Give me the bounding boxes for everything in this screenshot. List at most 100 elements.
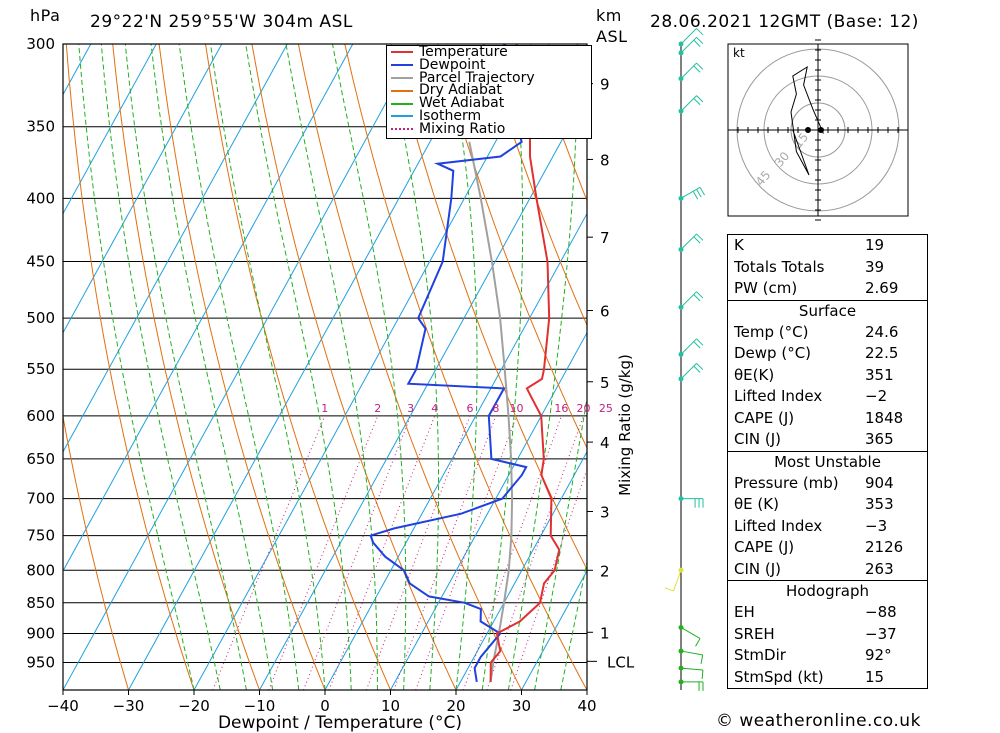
wind-barb-staff — [680, 186, 701, 199]
legend-swatch — [391, 89, 413, 92]
wind-barb-flag — [693, 65, 701, 73]
pressure-tick-label: 750 — [26, 527, 55, 545]
pressure-tick-label: 850 — [26, 594, 55, 612]
hodograph-section: EH −88 SREH −37 StmDir 92° StmSpd (kt) 15 — [728, 602, 927, 688]
index-value: 365 — [865, 430, 894, 448]
index-row: Totals Totals 39 — [728, 257, 927, 279]
plot-frame — [62, 43, 588, 691]
pressure-tick-label: 950 — [26, 653, 55, 671]
isotherm-line — [455, 450, 587, 690]
km-tick-label: 5 — [600, 374, 610, 392]
wind-barb-flag — [664, 587, 674, 592]
index-row: θE(K) 351 — [728, 365, 927, 387]
lcl-label: LCL — [607, 653, 635, 671]
credit-label: © weatheronline.co.uk — [716, 711, 921, 731]
mixing-ratio-label: 3 — [407, 402, 414, 415]
wind-barb-staff — [680, 338, 697, 355]
mixing-ratio-label: 10 — [510, 402, 524, 415]
index-label: PW (cm) — [734, 279, 798, 297]
mixing-ratio-label: 20 — [576, 402, 590, 415]
isotherm-line — [259, 93, 587, 690]
wind-barb-staff — [673, 570, 682, 592]
wind-barb-staff — [680, 62, 697, 79]
isotherm-line — [63, 44, 419, 690]
wind-barb-flag — [696, 233, 704, 241]
legend-label: Mixing Ratio — [419, 120, 506, 137]
pressure-tick-label: 550 — [26, 360, 55, 378]
mixing-ratio-label: 2 — [374, 402, 381, 415]
dry-adiabat-line — [65, 44, 195, 690]
dry-adiabat-line — [390, 44, 587, 571]
wind-barb-flag — [696, 28, 704, 36]
wind-barb-flag — [696, 338, 704, 346]
index-row: K 19 — [728, 235, 927, 257]
x-tick-label: 20 — [446, 697, 465, 715]
pressure-tick-label: 800 — [26, 561, 55, 579]
wet-adiabat-line — [178, 44, 300, 690]
index-row: PW (cm) 2.69 — [728, 278, 927, 300]
x-tick-label: −20 — [178, 697, 210, 715]
parcel-trajectory-line — [468, 141, 514, 683]
isotherm-line — [521, 569, 587, 690]
x-axis-label: Dewpoint / Temperature (°C) — [218, 713, 462, 733]
pressure-tick-label: 500 — [26, 309, 55, 327]
legend-item: Mixing Ratio — [387, 120, 591, 137]
index-row: Lifted Index −3 — [728, 516, 927, 538]
wet-adiabat-line — [447, 44, 478, 690]
surface-title: Surface — [728, 299, 927, 322]
pressure-tick-label: 600 — [26, 407, 55, 425]
index-value: −3 — [865, 516, 888, 535]
index-label: θE (K) — [734, 495, 779, 513]
isotherm-line — [63, 44, 354, 572]
legend-label: Wet Adiabat — [419, 95, 505, 112]
indices-table: K 19 Totals Totals 39 PW (cm) 2.69 Surface Te… — [727, 234, 928, 689]
mixing-ratio-label: 16 — [554, 402, 568, 415]
pressure-unit-label: hPa — [30, 6, 61, 25]
pressure-tick-label: 650 — [26, 450, 55, 468]
km-tick-label: 9 — [600, 76, 610, 94]
wet-adiabat-line — [560, 559, 587, 690]
index-label: K — [734, 236, 744, 254]
wind-barb-staff — [680, 28, 697, 45]
chart-axes: 1 2 3 4 6 8 10 16 20 2530035040045050055060065070… — [26, 35, 634, 715]
surface-section: Temp (°C) 24.6 Dewp (°C) 22.5 θE(K) 351 Lifted… — [728, 322, 927, 451]
index-value: −37 — [865, 624, 897, 643]
dry-adiabat-line — [995, 44, 1000, 690]
isotherm-line — [324, 212, 587, 690]
index-label: Pressure (mb) — [734, 473, 839, 492]
index-value: 39 — [865, 257, 885, 276]
index-label: CIN (J) — [734, 430, 782, 448]
mixing-ratio-line — [303, 415, 412, 690]
isotherm-line — [128, 44, 485, 690]
pressure-tick-label: 700 — [26, 490, 55, 508]
datetime-label: 28.06.2021 12GMT (Base: 12) — [650, 12, 919, 32]
index-value: 1848 — [865, 408, 904, 427]
right-axis-label: Mixing Ratio (g/kg) — [616, 354, 634, 496]
km-tick-label: 1 — [600, 624, 610, 642]
x-tick-label: 10 — [381, 697, 400, 715]
index-value: −88 — [865, 603, 897, 621]
dry-adiabat-line — [344, 44, 587, 690]
legend-label: Dewpoint — [419, 56, 486, 73]
index-label: Lifted Index — [734, 387, 823, 405]
legend-item: Wet Adiabat — [387, 95, 591, 112]
most-unstable-title: Most Unstable — [728, 450, 927, 473]
legend-item: Isotherm — [387, 109, 591, 123]
index-label: CAPE (J) — [734, 408, 795, 427]
isotherm-line — [193, 44, 550, 690]
index-value: 15 — [865, 667, 885, 686]
wet-adiabat-line — [586, 687, 587, 690]
wind-barb-flag — [693, 294, 701, 302]
wet-adiabat-line — [210, 44, 326, 690]
wind-barb-staff — [680, 95, 697, 112]
wet-adiabat-line — [332, 44, 407, 690]
legend-item: Dewpoint — [387, 56, 591, 73]
index-row: CAPE (J) 1848 — [728, 408, 927, 430]
pressure-tick-label: 900 — [26, 624, 55, 642]
legend-swatch — [391, 128, 413, 131]
wind-barb-flag — [693, 341, 701, 349]
index-value: 351 — [865, 365, 894, 384]
km-tick-label: 6 — [600, 303, 610, 321]
pressure-tick-label: 350 — [26, 118, 55, 136]
